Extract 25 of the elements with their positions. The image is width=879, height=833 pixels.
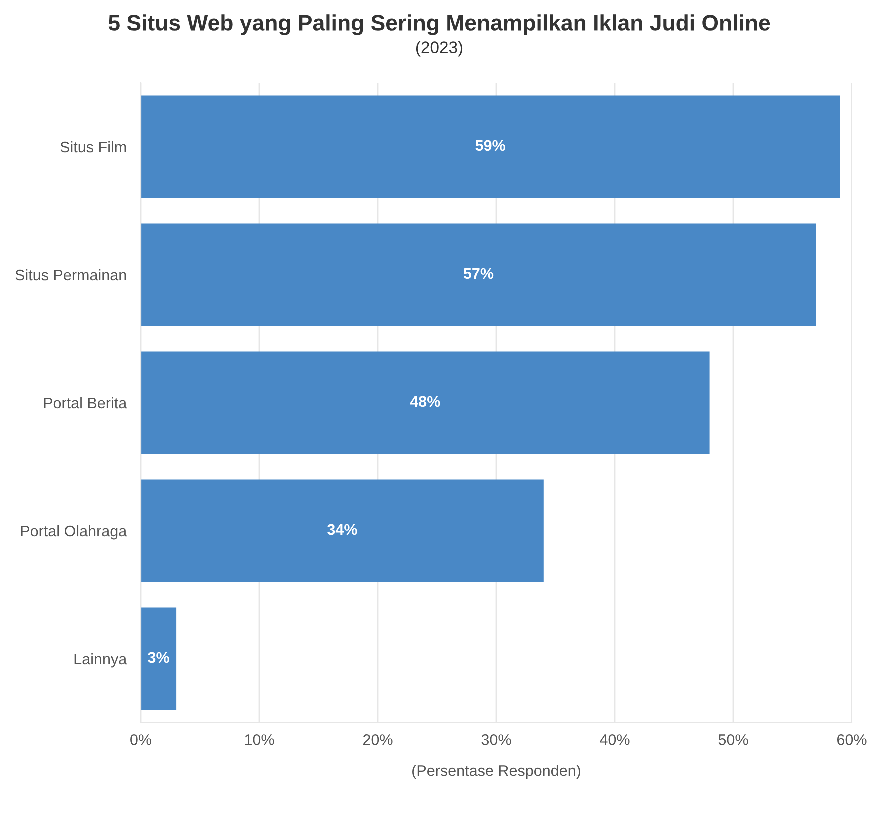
y-tick-label: Portal Berita xyxy=(44,397,128,409)
data-label: 48% xyxy=(410,396,440,408)
x-tick-label: 40% xyxy=(600,734,630,746)
data-label: 57% xyxy=(464,268,494,280)
bar xyxy=(141,224,816,326)
chart-subtitle: (2023) xyxy=(416,41,463,57)
data-label: 3% xyxy=(148,652,170,664)
data-label: 34% xyxy=(328,524,358,536)
bar xyxy=(141,608,177,710)
x-tick-label: 30% xyxy=(482,734,512,746)
y-tick-label: Situs Film xyxy=(60,141,126,153)
x-tick-label: 0% xyxy=(130,734,152,746)
x-axis-title: (Persentase Responden) xyxy=(412,765,580,780)
data-label: 59% xyxy=(476,140,506,152)
bar xyxy=(141,96,840,198)
x-tick-label: 60% xyxy=(837,734,867,746)
x-tick-label: 20% xyxy=(363,734,393,746)
x-tick-label: 10% xyxy=(245,734,274,746)
x-tick-label: 50% xyxy=(718,734,748,746)
y-tick-label: Portal Olahraga xyxy=(21,525,128,540)
y-tick-label: Situs Permainan xyxy=(16,269,126,281)
y-tick-label: Lainnya xyxy=(74,653,128,668)
bar xyxy=(141,480,544,582)
bar xyxy=(141,352,710,454)
chart-title: 5 Situs Web yang Paling Sering Menampilkan Iklan Judi Online xyxy=(108,14,770,36)
